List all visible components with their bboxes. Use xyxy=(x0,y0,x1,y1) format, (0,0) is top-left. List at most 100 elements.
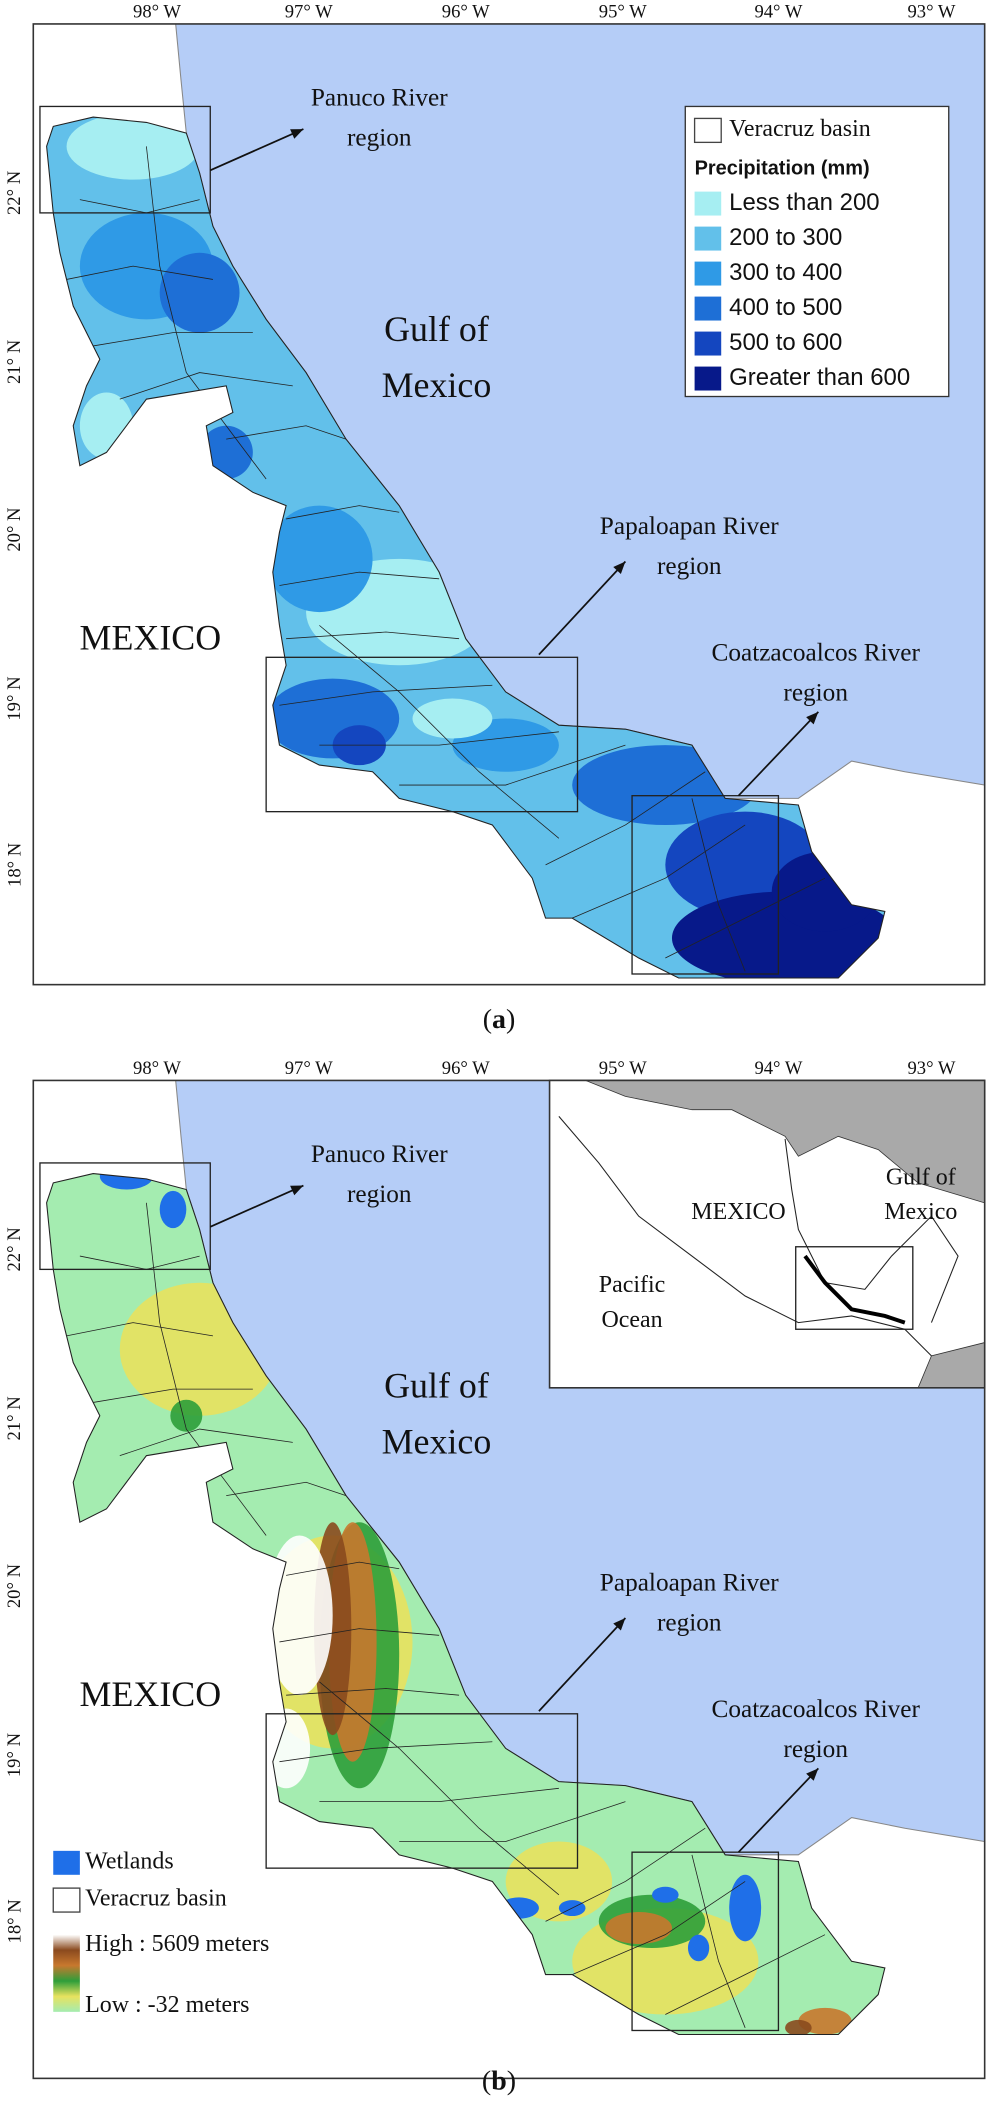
map-panel: 98° W 97° W 96° W 95° W 94° W 93° W 22° N 21° N… xyxy=(4,1058,986,2080)
latitude-tick-label: 22° N xyxy=(4,1227,25,1272)
longitude-tick-label: 96° W xyxy=(442,1058,490,1079)
state-outline xyxy=(46,116,886,979)
elevation-zone xyxy=(170,1399,203,1432)
basin-boundary xyxy=(119,1428,293,1457)
basin-boundary xyxy=(665,1934,826,2015)
basin-boundary xyxy=(286,1688,460,1696)
longitude-tick-label: 94° W xyxy=(754,2,802,23)
caption-part: b xyxy=(491,2066,507,2097)
map-frame xyxy=(32,23,986,986)
region-arrow xyxy=(737,711,819,797)
region-arrow xyxy=(538,560,627,656)
basin-boundary xyxy=(286,505,400,520)
region-label: Coatzacoalcos River xyxy=(712,638,921,666)
legend-label: Less than 200 xyxy=(729,189,879,216)
elevation-zone xyxy=(785,2019,812,2035)
basin-boundary xyxy=(119,372,293,400)
precip-zone xyxy=(159,252,240,333)
legend-swatch xyxy=(694,296,722,321)
basin-boundary xyxy=(399,1801,626,1842)
sea-label: Gulf of xyxy=(384,1365,489,1405)
basin-boundary xyxy=(93,1388,253,1403)
latitude-tick-label: 18° N xyxy=(4,842,25,887)
region-box xyxy=(39,105,211,214)
longitude-tick-label: 97° W xyxy=(285,1058,333,1079)
region-box xyxy=(631,1851,780,2032)
legend-swatch xyxy=(693,117,722,144)
sea-label: Gulf of xyxy=(384,309,489,349)
legend-label: 300 to 400 xyxy=(729,259,842,286)
region-arrow xyxy=(209,1184,304,1228)
wetland xyxy=(159,1190,187,1229)
inset-veracruz xyxy=(803,1254,906,1325)
longitude-tick-label: 98° W xyxy=(133,1058,181,1079)
legend-label: 400 to 500 xyxy=(729,294,842,321)
legend-label: Veracruz basin xyxy=(729,116,871,142)
caption-part: ( xyxy=(483,1004,492,1035)
legend-swatch xyxy=(694,366,722,391)
latitude-tick-label: 22° N xyxy=(4,170,25,215)
region-arrow xyxy=(538,1617,627,1712)
precip-zone xyxy=(412,698,493,739)
inset-coast xyxy=(784,1138,959,1323)
legend-label: Greater than 600 xyxy=(729,364,910,391)
basin-boundary xyxy=(319,1787,559,1803)
region-label: Papaloapan River xyxy=(600,1569,779,1597)
wetland xyxy=(729,1874,762,1942)
wetland xyxy=(652,1886,679,1903)
legend-swatch xyxy=(694,226,722,251)
basin-boundary xyxy=(279,1628,440,1643)
region-arrow xyxy=(737,1767,819,1853)
region-label: region xyxy=(783,1735,848,1763)
region-label: region xyxy=(347,1180,412,1208)
country-label: MEXICO xyxy=(80,1674,222,1714)
basin-boundary xyxy=(145,146,267,480)
basin-boundary xyxy=(691,1854,746,2028)
region-box xyxy=(631,795,780,975)
basin-boundary xyxy=(545,771,706,866)
inset-frame xyxy=(548,1079,986,1389)
longitude-tick-label: 95° W xyxy=(599,1058,647,1079)
legend-label: Veracruz basin xyxy=(85,1886,227,1912)
inset-country-label: MEXICO xyxy=(691,1199,785,1225)
longitude-tick-label: 93° W xyxy=(907,2,955,23)
basin-boundary xyxy=(319,625,560,839)
elevation-ramp xyxy=(53,1934,80,2012)
sea-label: Mexico xyxy=(382,365,492,405)
inset-sea-label: Mexico xyxy=(884,1199,957,1225)
precip-zone xyxy=(518,798,599,905)
legend-swatch xyxy=(694,261,722,286)
legend-label: Low : -32 meters xyxy=(85,1992,249,2018)
basin-boundary xyxy=(691,798,746,972)
latitude-tick-label: 19° N xyxy=(4,676,25,721)
inset-ocean-label: Pacific xyxy=(599,1272,665,1298)
basin-boundary xyxy=(572,1881,746,1975)
state-outline xyxy=(46,1173,886,2036)
basin-boundary xyxy=(319,1681,560,1896)
latitude-tick-label: 21° N xyxy=(4,339,25,384)
inset-sea-label: Gulf of xyxy=(886,1164,956,1190)
longitude-tick-label: 96° W xyxy=(442,2,490,23)
arrow-head xyxy=(290,1185,304,1196)
legend-label: High : 5609 meters xyxy=(85,1931,269,1957)
latitude-tick-label: 19° N xyxy=(4,1732,25,1777)
basin-boundary xyxy=(545,1827,706,1922)
latitude-tick-label: 21° N xyxy=(4,1396,25,1441)
legend-title: Precipitation (mm) xyxy=(695,157,870,179)
basin-boundary xyxy=(279,1741,493,1763)
legend-swatch xyxy=(694,191,722,216)
longitude-tick-label: 98° W xyxy=(133,2,181,23)
basin-boundary xyxy=(665,877,826,959)
basin-boundary xyxy=(286,631,460,640)
arrow-head xyxy=(613,561,626,575)
latitude-tick-label: 20° N xyxy=(4,507,25,552)
region-box xyxy=(265,1713,579,1869)
region-label: Panuco River xyxy=(311,84,448,112)
caption-part: ) xyxy=(506,1004,515,1035)
inset-coast xyxy=(558,1116,932,1357)
region-box xyxy=(265,656,579,813)
basin-boundary xyxy=(145,1202,267,1536)
legend-swatch xyxy=(694,331,722,356)
region-label: Papaloapan River xyxy=(600,512,779,540)
legend-box xyxy=(684,105,950,398)
